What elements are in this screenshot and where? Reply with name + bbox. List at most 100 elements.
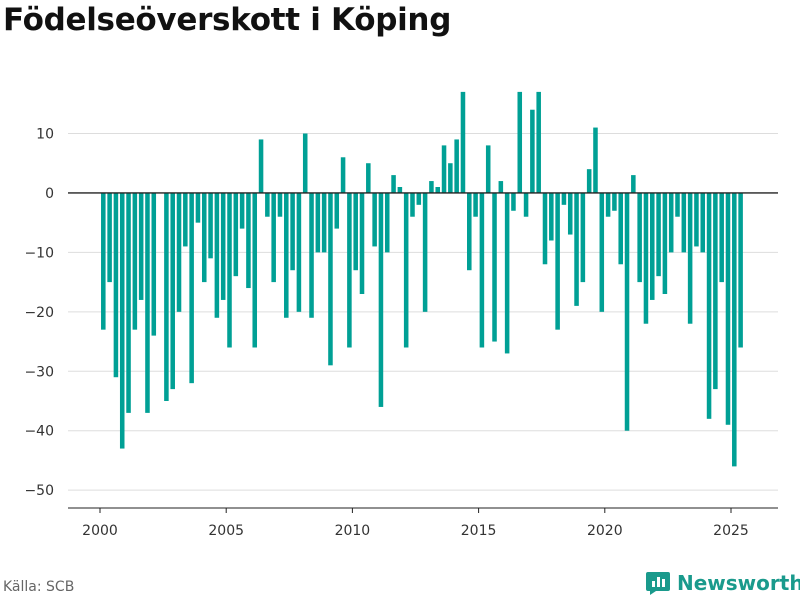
bar — [246, 192, 251, 289]
bar — [549, 192, 554, 241]
bar — [227, 192, 232, 348]
bar — [555, 192, 560, 330]
bar — [296, 192, 302, 312]
y-tick-label: −10 — [24, 245, 54, 261]
bar — [195, 192, 201, 223]
bar — [132, 192, 138, 330]
bar — [138, 192, 144, 300]
bar — [372, 192, 377, 247]
y-tick-label: 0 — [45, 186, 54, 202]
bar — [151, 192, 157, 336]
bar — [113, 192, 119, 378]
bar — [713, 192, 718, 390]
bar — [315, 192, 321, 253]
bar — [239, 192, 245, 229]
bar — [340, 157, 346, 193]
bar — [334, 192, 340, 229]
bar — [624, 192, 630, 431]
bar — [359, 192, 365, 294]
bar — [391, 175, 396, 193]
bar — [732, 192, 737, 467]
bar — [214, 192, 220, 318]
bar — [309, 192, 314, 318]
bar — [328, 192, 333, 366]
bar — [454, 139, 459, 193]
bar — [460, 91, 466, 193]
bar — [498, 181, 504, 193]
bar — [448, 163, 453, 193]
bar — [119, 192, 125, 449]
bar — [517, 91, 523, 193]
x-tick-label: 2020 — [587, 523, 623, 539]
bar — [441, 145, 447, 193]
bar — [201, 192, 207, 283]
bar — [170, 192, 175, 390]
bar — [637, 192, 642, 283]
bar — [397, 187, 403, 193]
newsworthy-logo-text: Newsworthy — [677, 571, 800, 595]
bar — [265, 192, 270, 217]
bar — [612, 192, 617, 211]
bar — [220, 192, 226, 300]
bar — [164, 192, 169, 401]
bar — [277, 192, 283, 217]
newsworthy-logo[interactable]: Newsworthy — [645, 570, 800, 596]
bar — [719, 192, 724, 283]
bar — [233, 192, 239, 277]
bar — [567, 192, 573, 235]
bar — [504, 192, 510, 354]
y-tick-label: −30 — [24, 364, 54, 380]
bar — [208, 192, 213, 259]
chart-title: Födelseöverskott i Köping — [3, 2, 452, 38]
bar — [302, 133, 308, 193]
bar — [530, 109, 535, 193]
bar — [706, 192, 712, 419]
bar — [650, 192, 655, 300]
bar — [593, 127, 598, 193]
bar — [145, 192, 150, 413]
bar — [101, 192, 106, 330]
bar — [580, 192, 586, 283]
x-tick-label: 2005 — [208, 523, 244, 539]
bar — [353, 192, 358, 271]
bar — [410, 192, 415, 217]
x-tick-label: 2000 — [82, 523, 118, 539]
bar — [107, 192, 112, 283]
bar — [586, 169, 592, 193]
bar — [384, 192, 390, 253]
x-tick-label: 2010 — [335, 523, 371, 539]
bar — [542, 192, 548, 265]
bar — [687, 192, 693, 324]
bar — [479, 192, 485, 348]
bar — [492, 192, 497, 342]
bar — [561, 192, 567, 205]
bar — [284, 192, 289, 318]
bar — [416, 192, 422, 205]
y-axis: 10 0 −10 −20 −30 −40 −50 — [24, 127, 54, 500]
y-tick-label: −20 — [24, 305, 54, 321]
y-tick-label: 10 — [36, 127, 54, 143]
bar — [189, 192, 194, 384]
bars — [101, 91, 743, 467]
bar — [176, 192, 182, 312]
bar — [618, 192, 623, 265]
bar — [738, 192, 743, 348]
newsworthy-logo-icon — [646, 572, 670, 595]
x-tick-label: 2015 — [461, 523, 497, 539]
y-tick-label: −40 — [24, 424, 54, 440]
bar — [378, 192, 384, 407]
bar — [258, 139, 264, 193]
bar — [662, 192, 668, 294]
bar — [366, 163, 371, 193]
bar — [668, 192, 674, 253]
bar — [656, 192, 661, 277]
x-axis: 2000 2005 2010 2015 2020 2025 — [82, 508, 749, 539]
bar — [183, 192, 188, 247]
bar — [473, 192, 478, 217]
bar — [271, 192, 276, 283]
bar — [403, 192, 409, 348]
bar — [467, 192, 472, 271]
bar — [681, 192, 687, 253]
bar — [599, 192, 605, 312]
